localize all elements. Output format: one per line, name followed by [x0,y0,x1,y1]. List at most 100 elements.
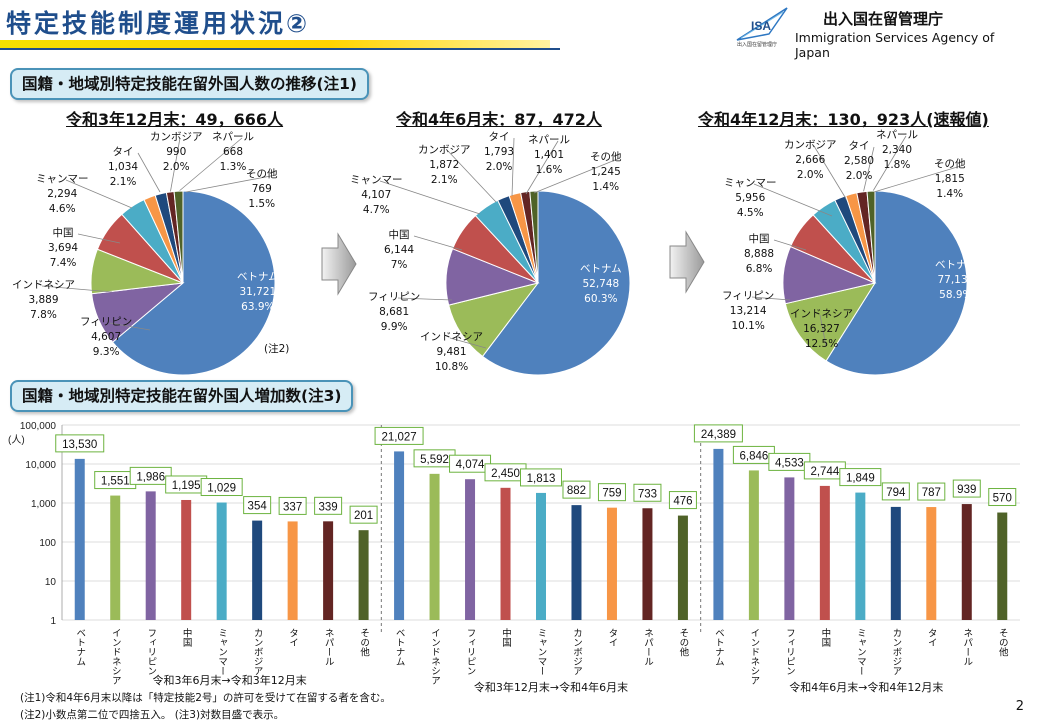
pie-leader-line-2-5 [379,180,481,215]
pie-slice-label-3-2: インドネシア 16,327 12.5% [790,307,853,352]
pie-leader-line-3-6 [813,145,849,203]
bar-3-9 [997,512,1008,620]
pie-slice-value: 2,340 [881,144,913,156]
bar-category-label: フィリピン [784,628,795,676]
pie-slice-3-9 [866,190,876,284]
bar-1-7 [287,521,298,620]
pie-note: (注2) [264,343,290,355]
pie-leader-line-1-9 [185,174,277,193]
pie-slice-value: 1,793 [484,146,515,158]
pie-slice-2-1 [481,190,631,376]
pie-leader-line-2-9 [533,157,621,194]
bar-3-2 [748,470,759,620]
pie-slice-name: カンボジア [150,131,203,143]
pie-slice-pct: 4.6% [48,203,76,215]
bar-value-label: 1,029 [207,483,236,495]
pie-slice-value: 9,481 [436,346,467,358]
pie-slice-label-2-8: ネパール 1,401 1.6% [528,133,570,178]
bar-1-6 [252,520,263,620]
pie-slice-label-2-4: 中国 6,144 7% [384,228,414,273]
bar-value-box-2-1 [374,426,424,445]
bar-3-8 [961,504,972,620]
pie-slice-label-1-4: 中国 3,694 7.4% [48,226,78,271]
pie-slice-label-1-8: ネパール 668 1.3% [212,130,254,175]
bar-value-label: 1,986 [136,471,165,483]
pie-slice-value: 52,748 [582,278,620,290]
pie-slice-label-3-4: 中国 8,888 6.8% [744,232,774,277]
bar-1-3 [145,491,156,620]
pie-leader-line-3-4 [773,239,807,251]
bar-2-7 [606,507,617,620]
pie-title-1: 令和3年12月末：49，666人 [66,110,284,129]
bar-2-4 [500,487,511,620]
bar-2-9 [677,515,688,620]
bar-chart: 1 10 100 1,000 10,000 100,000 (人) 13,530 ベトナム 1,5… [8,421,1020,694]
pie-slice-value: 5,956 [735,192,766,204]
pie-slice-pct: 63.9% [241,301,275,313]
pie-slice-label-1-7: カンボジア 990 2.0% [150,130,203,175]
bar-value-label: 337 [283,501,302,513]
pie-slice-pct: 9.9% [380,321,408,333]
pie-slice-name: タイ [488,131,510,143]
pie-slice-1-1 [111,190,276,376]
pie-slice-pct: 9.3% [92,346,120,358]
arrow-right-icon-2 [669,230,705,294]
pie-slice-name: その他 [934,158,966,170]
pie-slice-value: 16,327 [803,323,840,335]
pie-slice-pct: 2.0% [485,161,513,173]
bar-value-label: 1,813 [527,473,556,485]
bar-category-label: フィリピン [465,628,476,676]
pie-slice-pct: 58.9% [939,289,973,301]
pie-slice-label-1-5: ミャンマー 2,294 4.6% [36,172,89,217]
pie-slice-pct: 60.3% [584,293,618,305]
pie-slice-pct: 7.8% [30,309,57,321]
bar-category-label: ベトナム [74,628,86,666]
bar-value-label: 1,849 [846,473,875,485]
pie-leader-line-1-8 [177,137,243,193]
pie-slice-value: 8,888 [744,248,775,260]
pie-slice-pct: 1.4% [936,188,964,200]
pie-chart-3 [751,135,968,376]
bar-value-label: 24,389 [701,429,736,441]
bar-y-tick-label: 100 [39,538,56,549]
pie-slice-label-1-2: フィリピン 4,607 9.3% [80,315,132,360]
pie-slice-value: 77,137 [937,274,975,286]
pie-slice-value: 1,872 [429,159,460,171]
bar-y-tick-label: 10,000 [25,460,56,471]
pie-slice-name: インドネシア [12,279,75,291]
pie-slice-3-1 [825,190,968,376]
bar-group-label-2: 令和3年12月末→令和4年6月末 [474,680,628,694]
pie-slice-label-3-3: フィリピン 13,214 10.1% [722,289,774,334]
bar-y-tick-label: 100,000 [20,421,57,432]
bar-value-label: 5,592 [420,454,449,466]
bar-value-box-1-8 [314,496,343,515]
bar-value-box-2-5 [520,468,562,487]
pie-slice-value: 668 [222,146,244,158]
title-underline-bar [0,40,550,48]
pie-slice-name: ネパール [876,129,918,141]
bar-value-label: 1,195 [172,480,201,492]
pie-leader-line-1-7 [169,137,181,195]
bar-category-label: ベトナム [394,628,406,666]
bar-value-box-1-5 [200,478,243,497]
page-number: 2 [1015,699,1024,714]
pie-slice-name: ミャンマー [724,177,777,189]
pie-slice-label-3-7: タイ 2,580 2.0% [844,139,874,184]
bar-value-box-3-7 [917,482,946,501]
pie-slice-label-2-5: ミャンマー 4,107 4.7% [350,173,403,218]
bar-value-label: 733 [638,488,657,500]
bar-category-label: ミャンマー [855,628,866,676]
pie-slice-pct: 1.4% [592,181,620,193]
pie-slice-value: 2,580 [844,155,875,167]
bar-category-label: タイ [287,628,299,647]
pie-slice-value: 4,107 [361,189,392,201]
pie-leader-line-2-8 [525,140,559,195]
pie-slice-name: タイ [848,140,870,152]
pie-slice-name: その他 [246,168,278,180]
pie-leader-line-3-7 [861,146,875,199]
bar-value-label: 570 [993,493,1012,505]
bar-value-label: 2,744 [810,466,839,478]
bar-value-box-1-7 [278,496,307,515]
pie-slice-pct: 2.0% [796,169,824,181]
pie-slice-value: 31,721 [239,286,277,298]
